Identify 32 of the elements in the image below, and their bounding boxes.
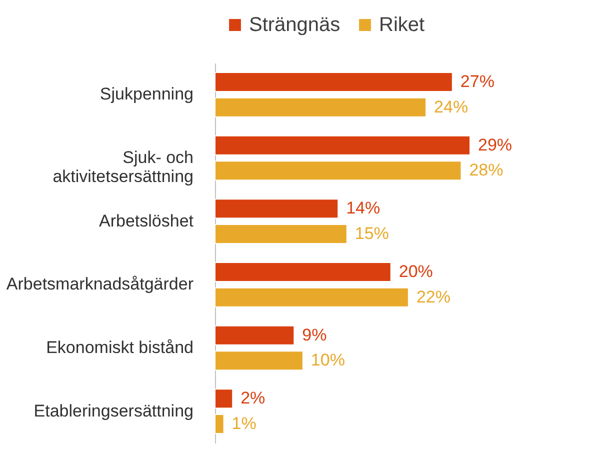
data-label: 14% <box>346 198 380 218</box>
bar <box>214 262 392 282</box>
data-label: 9% <box>302 325 327 344</box>
bar <box>214 198 339 219</box>
y-tick-label: Ekonomiskt bistånd <box>46 338 194 357</box>
y-tick-label: Sjukpenning <box>100 84 194 104</box>
data-label: 1% <box>232 414 256 433</box>
y-tick-label: Etableringsersättning <box>34 401 194 420</box>
data-label: 22% <box>416 287 450 306</box>
bar <box>214 135 470 156</box>
data-label: 29% <box>478 135 512 154</box>
data-label: 15% <box>354 224 389 243</box>
data-label: 10% <box>310 350 345 370</box>
bar <box>214 350 304 371</box>
bar <box>214 97 427 118</box>
y-tick-label: Arbetslöshet <box>99 211 194 230</box>
data-label: 24% <box>434 97 468 116</box>
y-tick-label: Sjuk- och aktivitetsersättning <box>52 148 194 186</box>
legend-label: Riket <box>379 14 426 36</box>
bar <box>214 325 295 346</box>
bar <box>214 224 348 244</box>
data-label: 20% <box>398 262 433 281</box>
bar <box>214 72 453 92</box>
data-label: 28% <box>469 160 504 180</box>
bar <box>214 414 224 434</box>
data-label: 27% <box>460 72 494 91</box>
y-tick-label: Arbetsmarknadsåtgärder <box>6 274 194 294</box>
data-label: 2% <box>240 388 266 408</box>
bar <box>214 287 409 308</box>
bar <box>214 160 462 181</box>
bar <box>214 388 234 409</box>
legend-label: Strängnäs <box>249 14 340 36</box>
